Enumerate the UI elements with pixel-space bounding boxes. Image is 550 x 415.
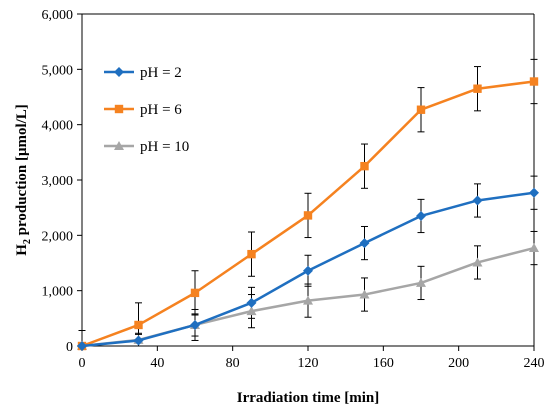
data-point bbox=[473, 84, 482, 93]
x-tick-label: 80 bbox=[226, 356, 240, 371]
x-tick-label: 120 bbox=[298, 356, 319, 371]
legend-label: pH = 2 bbox=[140, 65, 182, 81]
data-point bbox=[190, 288, 200, 298]
x-tick-label: 240 bbox=[524, 356, 545, 371]
y-tick-label: 5,000 bbox=[42, 63, 74, 78]
legend-label: pH = 6 bbox=[140, 102, 182, 118]
y-tick-label: 3,000 bbox=[42, 174, 74, 189]
y-axis-title: H2 production [μmol/L] bbox=[14, 104, 33, 256]
x-axis-title: Irradiation time [min] bbox=[237, 390, 379, 406]
y-tick-label: 1,000 bbox=[42, 285, 74, 300]
legend-entry: pH = 10 bbox=[104, 139, 189, 155]
data-point bbox=[190, 319, 200, 330]
y-tick-label: 2,000 bbox=[42, 229, 74, 244]
y-axis-title-subscript: 2 bbox=[22, 239, 33, 244]
x-tick-label: 0 bbox=[79, 356, 86, 371]
y-tick-label: 6,000 bbox=[42, 8, 74, 23]
legend-marker bbox=[114, 104, 124, 114]
data-point bbox=[247, 249, 256, 259]
legend-entry: pH = 2 bbox=[104, 65, 182, 81]
data-point bbox=[472, 257, 483, 267]
y-tick-label: 4,000 bbox=[42, 119, 74, 134]
data-point bbox=[77, 341, 87, 351]
legend-marker bbox=[114, 67, 124, 77]
data-point bbox=[529, 77, 539, 86]
data-point bbox=[303, 211, 313, 220]
legend-label: pH = 10 bbox=[140, 139, 189, 155]
data-point bbox=[133, 335, 144, 346]
data-point bbox=[359, 238, 370, 249]
data-point bbox=[416, 105, 426, 114]
axis-ticks: 0 40 80 120 160 200 240 0 1,000 2,000 3,000 4,000 5,… bbox=[42, 8, 545, 371]
x-tick-label: 200 bbox=[448, 356, 469, 371]
data-point bbox=[246, 297, 257, 308]
data-point bbox=[529, 243, 539, 253]
series-ph-2 bbox=[77, 187, 539, 351]
data-point bbox=[303, 265, 313, 276]
data-point bbox=[360, 161, 369, 171]
legend-marker bbox=[114, 141, 124, 150]
data-series bbox=[77, 77, 539, 351]
data-point bbox=[303, 295, 313, 305]
data-point bbox=[359, 289, 370, 299]
data-point bbox=[246, 306, 257, 316]
data-point bbox=[416, 277, 426, 287]
x-tick-label: 160 bbox=[373, 356, 394, 371]
legend: pH = 2 pH = 6 pH = 10 bbox=[104, 65, 189, 155]
y-axis-title-suffix: production [μmol/L] bbox=[14, 104, 30, 239]
x-tick-label: 40 bbox=[150, 356, 164, 371]
y-axis-title-prefix: H bbox=[14, 244, 30, 256]
legend-entry: pH = 6 bbox=[104, 102, 182, 118]
y-tick-label: 0 bbox=[66, 340, 73, 355]
data-point bbox=[472, 195, 483, 206]
data-point bbox=[134, 320, 143, 330]
data-point bbox=[416, 210, 426, 221]
data-point bbox=[529, 187, 539, 198]
